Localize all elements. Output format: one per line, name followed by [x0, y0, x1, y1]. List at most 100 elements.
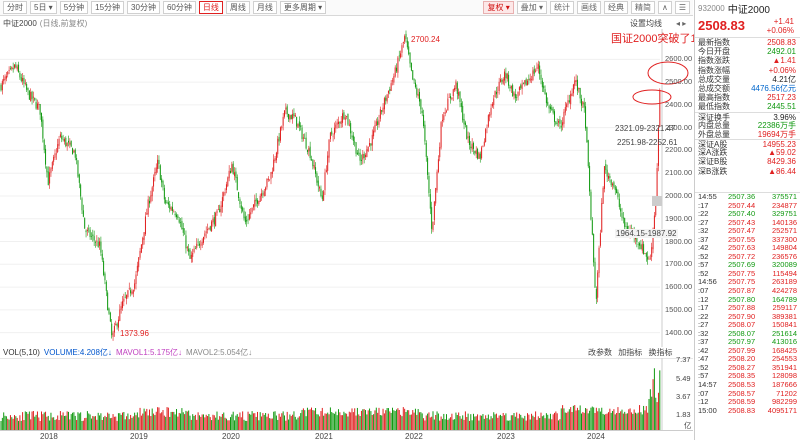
tool-button-7[interactable]: ☰	[674, 1, 690, 14]
quote-value: 2517.23	[767, 93, 796, 103]
tool-button-2[interactable]: 统计	[549, 1, 574, 14]
candle-body	[207, 229, 209, 230]
volume-bar	[578, 410, 580, 430]
trade-row[interactable]: :27 2508.07 150841	[695, 320, 800, 330]
candle-body	[432, 222, 434, 231]
candle-body	[174, 213, 176, 216]
volume-bar	[154, 415, 156, 430]
quote-key: 深A涨跌	[698, 148, 728, 158]
trade-row[interactable]: :37 2507.97 413016	[695, 338, 800, 347]
candle-body	[568, 100, 570, 103]
volume-bar	[63, 415, 65, 430]
trade-row[interactable]: :12 2508.59 982299	[695, 397, 800, 407]
vol-tick-label: 7.37	[676, 355, 691, 364]
trade-row[interactable]: :17 2507.44 234877	[695, 201, 800, 211]
trade-row[interactable]: :22 2507.90 389381	[695, 312, 800, 322]
candle-body	[325, 170, 327, 172]
trade-ticker-list[interactable]: 14:55 2507.36 375571:17 2507.44 234877:22 250…	[695, 192, 800, 415]
period-button-1[interactable]: 5日 ▾	[30, 1, 57, 14]
change-params-button[interactable]: 改参数	[588, 348, 612, 357]
trade-row[interactable]: :32 2507.47 252571	[695, 226, 800, 236]
volume-bar	[562, 405, 564, 430]
candle-body	[171, 206, 173, 212]
candle-body	[51, 162, 53, 169]
volume-bar	[344, 413, 346, 430]
candle-body	[420, 99, 422, 110]
volume-bar	[524, 415, 526, 430]
trade-row[interactable]: :07 2507.87 424278	[695, 286, 800, 296]
quote-row: 最高指数 2517.23	[695, 93, 800, 102]
candle-body	[381, 110, 383, 112]
period-button-4[interactable]: 30分钟	[127, 1, 160, 14]
trade-row[interactable]: :17 2507.88 259117	[695, 303, 800, 313]
trade-row[interactable]: :27 2507.43 140136	[695, 218, 800, 228]
volume-bar	[16, 417, 18, 430]
volume-bar	[343, 411, 345, 430]
trade-row[interactable]: 15:00 2508.83 4095171	[695, 406, 800, 416]
volume-bar	[162, 410, 164, 430]
volume-bar	[635, 412, 636, 430]
volume-bar	[558, 420, 560, 430]
tool-button-4[interactable]: 经典	[603, 1, 628, 14]
volume-bar	[78, 413, 80, 430]
volume-bar	[587, 413, 589, 430]
volume-bar	[200, 416, 202, 430]
tool-button-5[interactable]: 精简	[630, 1, 655, 14]
period-button-0[interactable]: 分时	[3, 1, 27, 14]
period-button-3[interactable]: 15分钟	[91, 1, 125, 14]
volume-bar	[274, 411, 276, 430]
candle-body	[194, 248, 196, 250]
volume-chart[interactable]	[0, 358, 693, 430]
candle-body	[448, 97, 450, 98]
trade-row[interactable]: 14:56 2507.75 263189	[695, 278, 800, 287]
trade-row[interactable]: :52 2507.72 236576	[695, 252, 800, 262]
trade-row[interactable]: :52 2508.27 351941	[695, 363, 800, 373]
trade-row[interactable]: :42 2507.99 168425	[695, 346, 800, 356]
candle-body	[597, 272, 599, 298]
trade-volume: 263189	[771, 277, 797, 287]
trade-row[interactable]: :52 2507.75 115494	[695, 269, 800, 279]
volume-bar	[196, 419, 198, 430]
trade-row[interactable]: :47 2508.20 254553	[695, 355, 800, 364]
trade-row[interactable]: :37 2507.55 337300	[695, 235, 800, 245]
tool-button-6[interactable]: ∧	[657, 1, 672, 14]
period-button-9[interactable]: 更多周期 ▾	[279, 1, 327, 14]
period-button-7[interactable]: 周线	[225, 1, 250, 14]
period-button-5[interactable]: 60分钟	[162, 1, 196, 14]
candle-body	[162, 180, 164, 188]
switch-indicator-button[interactable]: 换指标	[648, 348, 673, 357]
volume-bar	[559, 419, 561, 430]
volume-bar	[539, 418, 541, 430]
volume-bar	[259, 412, 261, 430]
tool-button-0[interactable]: 复权 ▾	[483, 1, 514, 14]
candle-body	[169, 204, 171, 209]
volume-bar	[582, 411, 584, 430]
period-button-2[interactable]: 5分钟	[59, 1, 89, 14]
trade-row[interactable]: :07 2508.57 71202	[695, 389, 800, 399]
chart-nav-arrows[interactable]: ◂ ▸	[676, 18, 687, 28]
trade-row[interactable]: 14:55 2507.36 375571	[695, 192, 800, 202]
candle-body	[254, 200, 256, 207]
ma-settings-button[interactable]: 设置均线	[630, 18, 662, 28]
trade-row[interactable]: :57 2507.69 320089	[695, 261, 800, 270]
trade-volume: 982299	[771, 397, 797, 407]
trade-row[interactable]: :12 2507.80 164789	[695, 295, 800, 305]
candle-body	[113, 326, 115, 333]
trade-row[interactable]: :42 2507.63 149804	[695, 244, 800, 253]
candle-body	[570, 94, 572, 105]
trade-row[interactable]: :57 2508.35 128098	[695, 372, 800, 381]
trade-row[interactable]: :32 2508.07 251614	[695, 329, 800, 339]
tool-button-1[interactable]: 叠加 ▾	[516, 1, 547, 14]
trade-row[interactable]: 14:57 2508.53 187666	[695, 380, 800, 390]
quote-row: 深证B股 8429.36	[695, 157, 800, 166]
candlestick-chart[interactable]	[0, 29, 693, 347]
candle-body	[389, 89, 391, 91]
tool-button-3[interactable]: 画线	[576, 1, 601, 14]
volume-bar	[540, 412, 542, 430]
volume-bar	[535, 411, 537, 430]
period-button-6[interactable]: 日线	[198, 1, 223, 14]
trade-row[interactable]: :22 2507.40 329751	[695, 209, 800, 219]
candle-body	[321, 195, 323, 200]
period-button-8[interactable]: 月线	[252, 1, 277, 14]
add-indicator-button[interactable]: 加指标	[618, 348, 643, 357]
